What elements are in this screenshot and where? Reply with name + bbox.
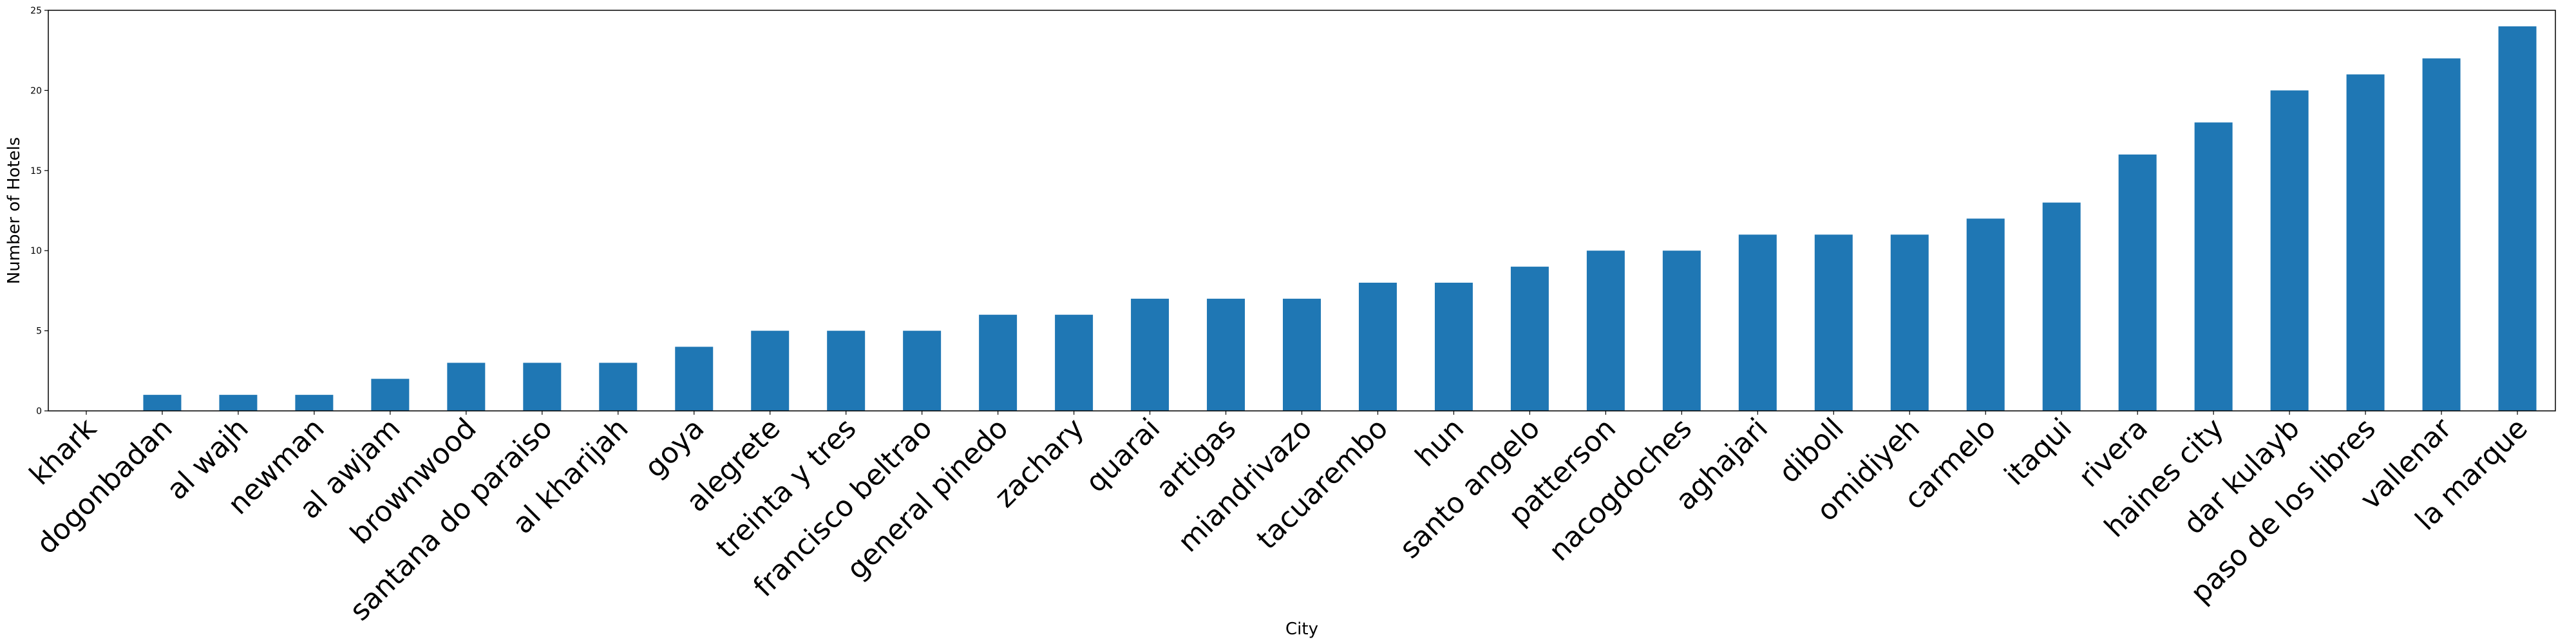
y-tick-label: 5: [36, 327, 42, 337]
y-axis-label: Number of Hotels: [5, 137, 24, 284]
bar-al-awjam: [371, 379, 410, 411]
bar-la-marque: [2498, 26, 2537, 411]
x-tick-label: tacuarembo: [1251, 412, 1395, 556]
bar-al-kharijah: [599, 363, 638, 411]
bar-dogonbadan: [143, 395, 182, 411]
x-tick-label: hun: [1409, 412, 1470, 473]
bar-dar-kulayb: [2270, 90, 2309, 411]
y-tick-label: 10: [30, 246, 42, 256]
bar-omidiyeh: [1890, 234, 1929, 411]
bar-al-wajh: [219, 395, 258, 411]
x-tick-label: goya: [638, 412, 710, 484]
bar-itaqui: [2042, 202, 2081, 411]
x-tick-label: itaqui: [1998, 412, 2078, 492]
bar-newman: [295, 395, 334, 411]
bar-miandrivazo: [1283, 298, 1321, 411]
bars-group: [143, 26, 2537, 412]
bar-brownwood: [447, 363, 486, 411]
bar-haines-city: [2194, 122, 2233, 411]
y-tick-label: 20: [30, 86, 42, 96]
bar-nacogdoches: [1662, 251, 1701, 411]
bar-general-pinedo: [979, 314, 1018, 411]
x-tick-label: quarai: [1079, 412, 1166, 499]
bar-quarai: [1131, 298, 1170, 411]
bar-artigas: [1207, 298, 1245, 411]
bar-carmelo: [1966, 218, 2005, 411]
bar-goya: [675, 346, 714, 411]
y-tick-label: 25: [30, 6, 42, 16]
y-tick-label: 0: [36, 406, 42, 417]
x-tick-label: miandrivazo: [1171, 412, 1318, 559]
bar-santana-do-paraiso: [523, 363, 562, 411]
x-tick-label: dogonbadan: [30, 412, 179, 561]
bar-treinta-y-tres: [827, 330, 866, 411]
bar-rivera: [2118, 154, 2157, 412]
bar-paso-de-los-libres: [2346, 74, 2385, 411]
bar-diboll: [1814, 234, 1853, 411]
bar-santo-angelo: [1510, 267, 1549, 411]
plot-frame: [48, 10, 2556, 412]
x-axis-label: City: [1285, 620, 1318, 639]
bar-zachary: [1055, 314, 1094, 411]
bar-tacuarembo: [1358, 282, 1397, 411]
bar-aghajari: [1738, 234, 1777, 411]
bar-patterson: [1586, 251, 1625, 411]
y-axis-ticks: 0 5 10 15 20 25: [30, 6, 48, 417]
bar-hun: [1434, 282, 1473, 411]
bar-vallenar: [2422, 58, 2461, 411]
bar-francisco-beltrao: [903, 330, 942, 411]
y-tick-label: 15: [30, 166, 42, 176]
bar-alegrete: [751, 330, 790, 411]
